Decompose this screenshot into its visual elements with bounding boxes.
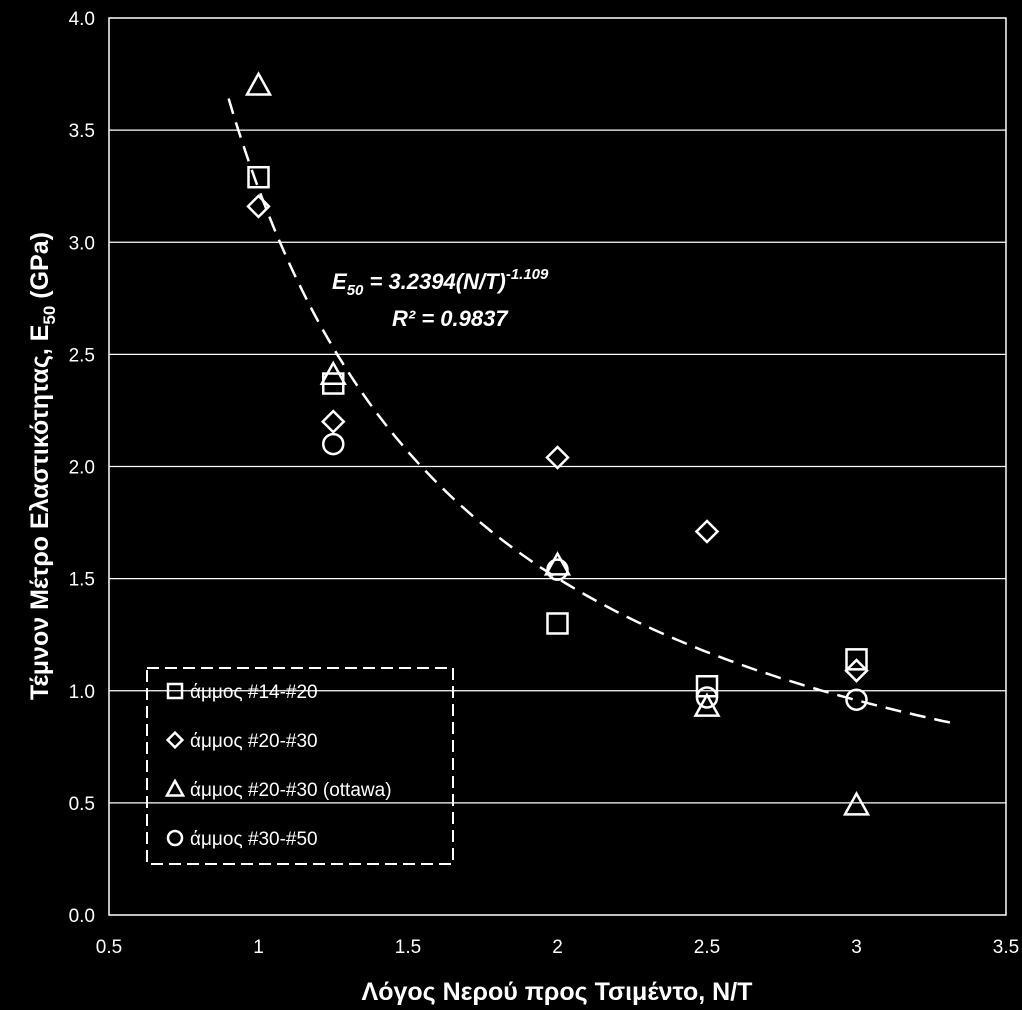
legend-label: άμμος #20-#30 [190,731,318,752]
trendline [227,98,953,725]
point-circle-0 [322,432,345,456]
point-circle-1 [546,558,569,581]
x-tick-labels: 0.5 1 1.5 2 2.5 3 3.5 [96,937,1019,958]
y-tick-label: 3.0 [69,233,95,254]
x-tick-label: 0.5 [96,937,122,958]
point-diamond-3 [694,519,720,544]
x-tick-label: 2.5 [694,937,720,958]
point-diamond-2 [545,445,570,470]
point-square-0 [247,165,270,189]
point-triangle-4 [842,791,871,816]
legend-marker-square [166,682,184,700]
y-tick-label: 0.5 [69,794,95,815]
legend-item: άμμος #20-#30 [165,730,318,752]
legend-label: άμμος #30-#50 [190,829,318,850]
y-tick-label: 2.5 [69,345,95,366]
y-tick-label: 0.0 [69,906,95,927]
trendline-equation: E50 = 3.2394(Ν/Τ)-1.109 [332,266,549,299]
point-diamond-1 [320,409,346,434]
y-axis-title: Τέμνον Μέτρο Ελαστικότητας, E50 (GPa) [26,232,59,700]
y-tick-label: 2.0 [69,458,95,479]
point-triangle-1 [319,360,347,386]
point-diamond-4 [844,658,869,683]
legend-marker-circle [166,829,184,847]
legend-label: άμμος #20-#30 (ottawa) [190,780,392,801]
legend: άμμος #14-#20 άμμος #20-#30 άμμος #20-#30 … [146,667,454,865]
x-tick-label: 3.5 [993,937,1019,958]
point-circle-3 [845,688,868,711]
r-squared-label: R² = 0.9837 [392,306,509,331]
legend-item: άμμος #14-#20 [166,682,318,703]
x-tick-label: 1 [253,937,264,958]
x-tick-label: 1.5 [395,937,421,958]
y-tick-label: 1.5 [69,570,95,591]
y-tick-labels: 0.0 0.5 1.0 1.5 2.0 2.5 3.0 3.5 4.0 [69,9,95,927]
x-tick-label: 2 [552,937,563,958]
x-axis-title: Λόγος Νερού προς Τσιμέντο, Ν/Τ [362,978,753,1006]
legend-marker-diamond [165,730,185,750]
y-tick-label: 1.0 [69,682,95,703]
point-square-4 [845,648,868,671]
data-points [244,71,871,816]
legend-label: άμμος #14-#20 [190,682,318,703]
point-diamond-0 [246,194,271,219]
point-circle-2 [695,686,719,709]
x-tick-label: 3 [851,937,862,958]
point-triangle-0 [244,71,273,96]
point-triangle-2 [543,551,572,576]
legend-marker-triangle [164,778,186,797]
point-square-2 [546,612,569,635]
legend-item: άμμος #30-#50 [166,829,318,850]
plot-area-border [108,17,1007,916]
legend-box [146,667,454,865]
y-tick-label: 3.5 [69,121,95,142]
y-tick-label: 4.0 [69,9,95,30]
legend-item: άμμος #20-#30 (ottawa) [164,778,392,801]
